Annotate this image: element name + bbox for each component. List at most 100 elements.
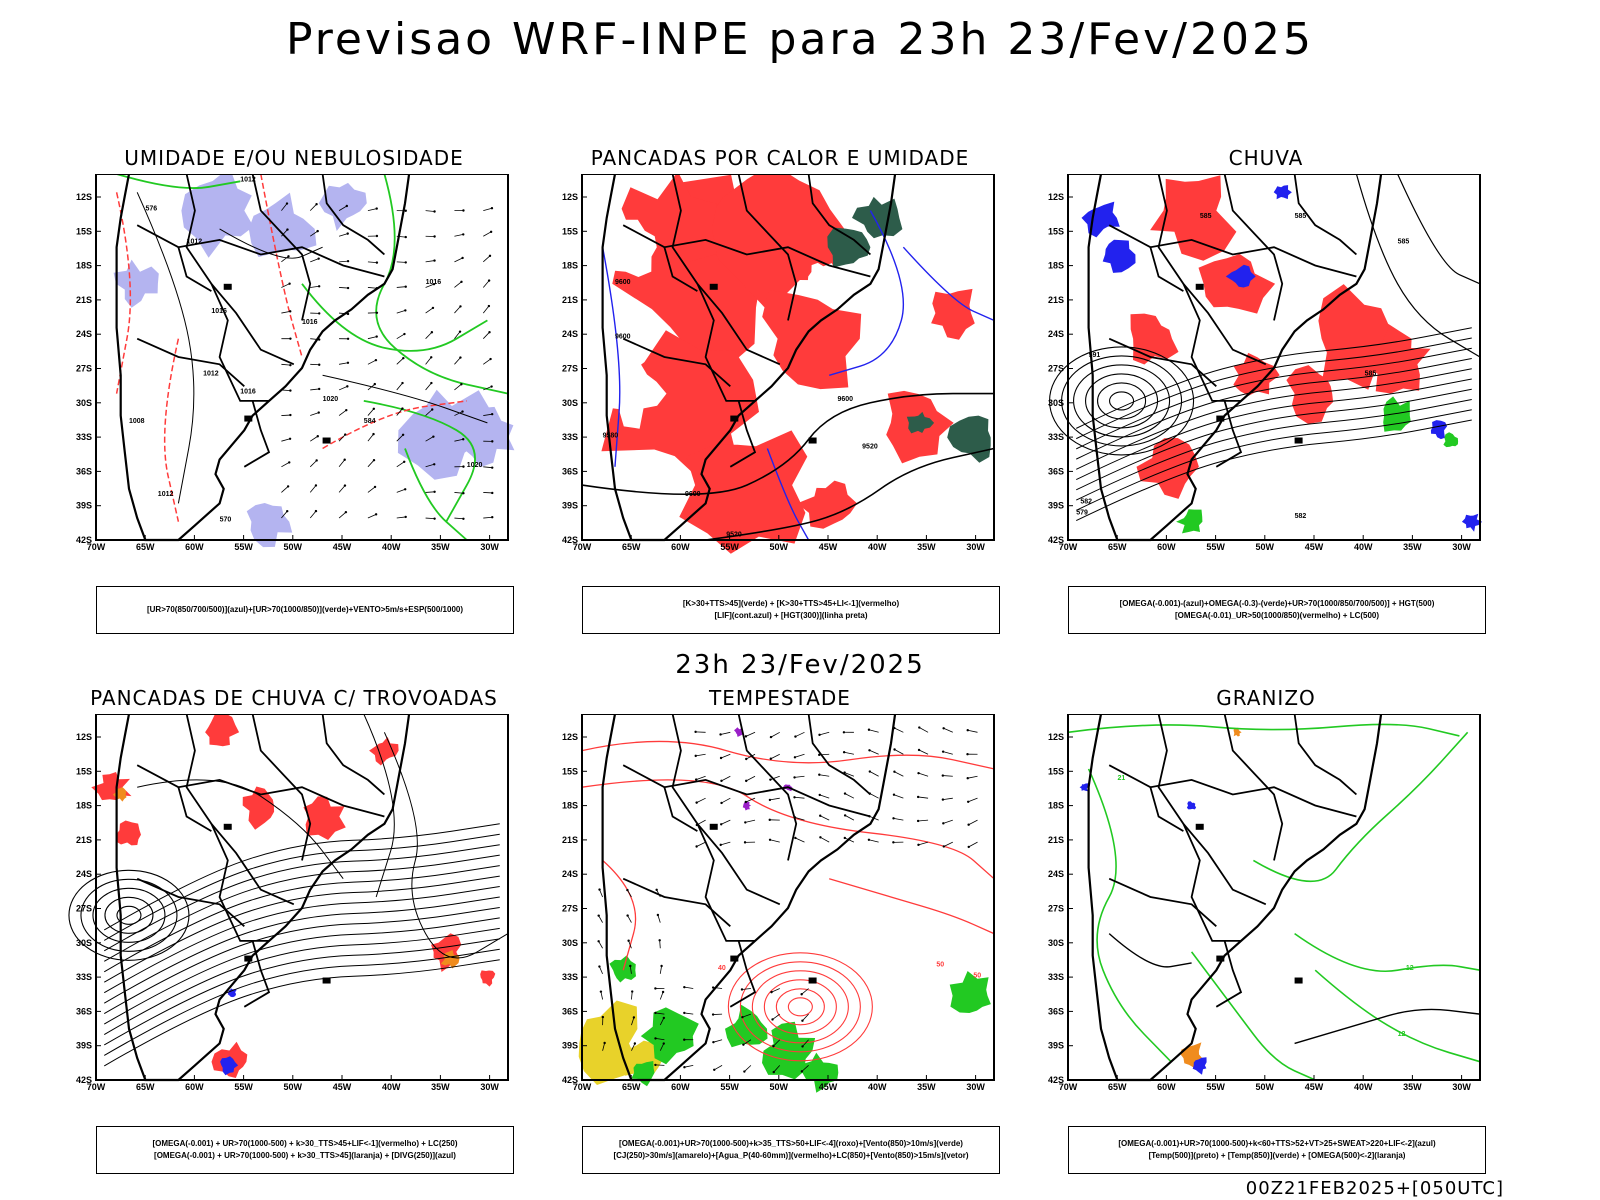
wind-arrow (628, 940, 632, 949)
wind-arrow (819, 731, 830, 736)
wind-arrow (454, 331, 461, 339)
lat-label: 36S (1048, 1006, 1064, 1016)
low-pressure-ring (104, 896, 154, 934)
wind-arrow-head (719, 843, 722, 847)
map-frame (1067, 174, 1481, 541)
country-border (136, 337, 245, 387)
wind-arrow-head (489, 357, 492, 361)
wind-arrow (454, 517, 464, 520)
country-border (729, 400, 757, 468)
omega-500-area (1233, 727, 1242, 737)
wind-arrow (794, 753, 805, 758)
wind-arrow-head (318, 312, 321, 315)
legend-line: [OMEGA(-0.001) + UR>70(1000-500) + k>30_… (152, 1139, 458, 1148)
wind-arrow (310, 412, 319, 416)
wind-arrow (281, 438, 291, 442)
wind-arrow (482, 331, 490, 339)
lon-label: 45W (819, 542, 838, 552)
coastline (601, 714, 897, 1082)
low-pressure-ring (92, 887, 166, 943)
wind-arrow-head (768, 818, 771, 822)
legend-box: [OMEGA(-0.001)+UR>70(1000-500)+k<60+TTS>… (1068, 1126, 1486, 1174)
wind-arrow-head (372, 458, 376, 462)
wind-arrow (396, 357, 404, 365)
wind-arrow (454, 411, 463, 416)
lat-label: 12S (76, 192, 92, 202)
wind-arrow (338, 485, 346, 493)
lon-label: 50W (1256, 542, 1275, 552)
pressure-contour (219, 228, 323, 259)
lake (223, 823, 232, 830)
wind-arrow-head (942, 822, 945, 825)
wind-arrow (425, 331, 433, 339)
temp-500-contour (1108, 933, 1192, 968)
wind-arrow-head (966, 776, 969, 780)
wind-arrow (483, 207, 493, 211)
lat-label: 33S (1048, 432, 1064, 442)
wind-arrow-head (916, 795, 920, 799)
wind-arrow (281, 414, 291, 416)
wind-arrow (338, 386, 348, 391)
forecast-map[interactable]: 12 21 12 12S 15S 18S 21S 24S 27S 30S 33S 36S 39S 42S7… (1026, 714, 1506, 1126)
lon-label: 65W (622, 542, 641, 552)
map-frame (581, 174, 995, 541)
wind-850-area (802, 1052, 839, 1093)
wind-arrow-head (769, 778, 772, 781)
wind-arrow (454, 492, 464, 494)
contour-label: 579 (1076, 509, 1088, 516)
forecast-map[interactable]: 1012 1012 1016 1016 1020 1012 1008 1016 1012 1020… (54, 174, 534, 586)
wind-arrow (310, 258, 319, 263)
low-level-circulation-ring (787, 997, 813, 1017)
panel-title: PANCADAS POR CALOR E UMIDADE (590, 146, 970, 170)
streamline (103, 823, 500, 931)
lat-label: 42S (562, 1075, 578, 1085)
lon-label: 50W (284, 542, 303, 552)
wind-arrow-head (432, 282, 436, 286)
wind-arrow-head (401, 433, 405, 437)
wind-arrow (943, 819, 953, 824)
wind-arrow (483, 231, 492, 237)
wind-arrow (281, 203, 288, 211)
wind-arrow (773, 1065, 781, 1073)
wind-arrow-head (601, 1015, 605, 1019)
wind-arrow-head (892, 793, 896, 796)
thunderstorm-area-red (115, 820, 141, 846)
country-border (210, 823, 269, 942)
country-border (185, 714, 295, 906)
panel-title: TEMPESTADE (709, 686, 851, 710)
wind-arrow (844, 793, 855, 799)
legend-line: [LIF](cont.azul) + [HGT(300)](linha pret… (714, 611, 868, 620)
forecast-map[interactable]: 50 40 50 12S 15S 18S 21S 24S 27S 30S 33S 36S 39S 42S7… (540, 714, 1020, 1126)
wind-arrow-head (317, 387, 321, 391)
wind-arrow-head (654, 1063, 657, 1067)
wind-arrow-head (683, 1038, 686, 1041)
wind-arrow (425, 283, 435, 288)
wind-arrow-head (598, 888, 601, 891)
wind-arrow-head (372, 432, 375, 436)
lon-label: 65W (1108, 542, 1127, 552)
country-border (807, 174, 871, 256)
wind-arrow-head (286, 509, 289, 513)
lat-label: 42S (76, 535, 92, 545)
rain-area-red (1130, 313, 1179, 365)
lon-label: 70W (1059, 542, 1078, 552)
lifted-index-contour (902, 246, 995, 322)
wind-arrow-head (660, 964, 663, 968)
wind-arrow-head (375, 261, 379, 264)
lat-label: 27S (1048, 904, 1064, 914)
clear-area (807, 262, 836, 297)
wind-arrow-head (288, 282, 291, 285)
wind-arrow-head (768, 798, 772, 802)
lon-label: 35W (917, 1082, 936, 1092)
wind-arrow (367, 408, 375, 416)
legend-box: [OMEGA(-0.001) + UR>70(1000-500) + k>30_… (96, 1126, 514, 1174)
streamline (103, 927, 500, 1035)
lat-label: 33S (562, 972, 578, 982)
forecast-map[interactable]: 9600 9600 9580 9520 9600 9520 9600 12S 15S 18S 21S… (540, 174, 1020, 586)
lat-label: 21S (76, 295, 92, 305)
wind-arrow (894, 771, 904, 777)
forecast-map[interactable]: 585 585 585 591 579 582 585 582 12S 15S 18S 21S 24S 2… (1026, 174, 1506, 586)
contour-label: 1016 (211, 308, 227, 315)
wind-arrow (770, 775, 780, 781)
